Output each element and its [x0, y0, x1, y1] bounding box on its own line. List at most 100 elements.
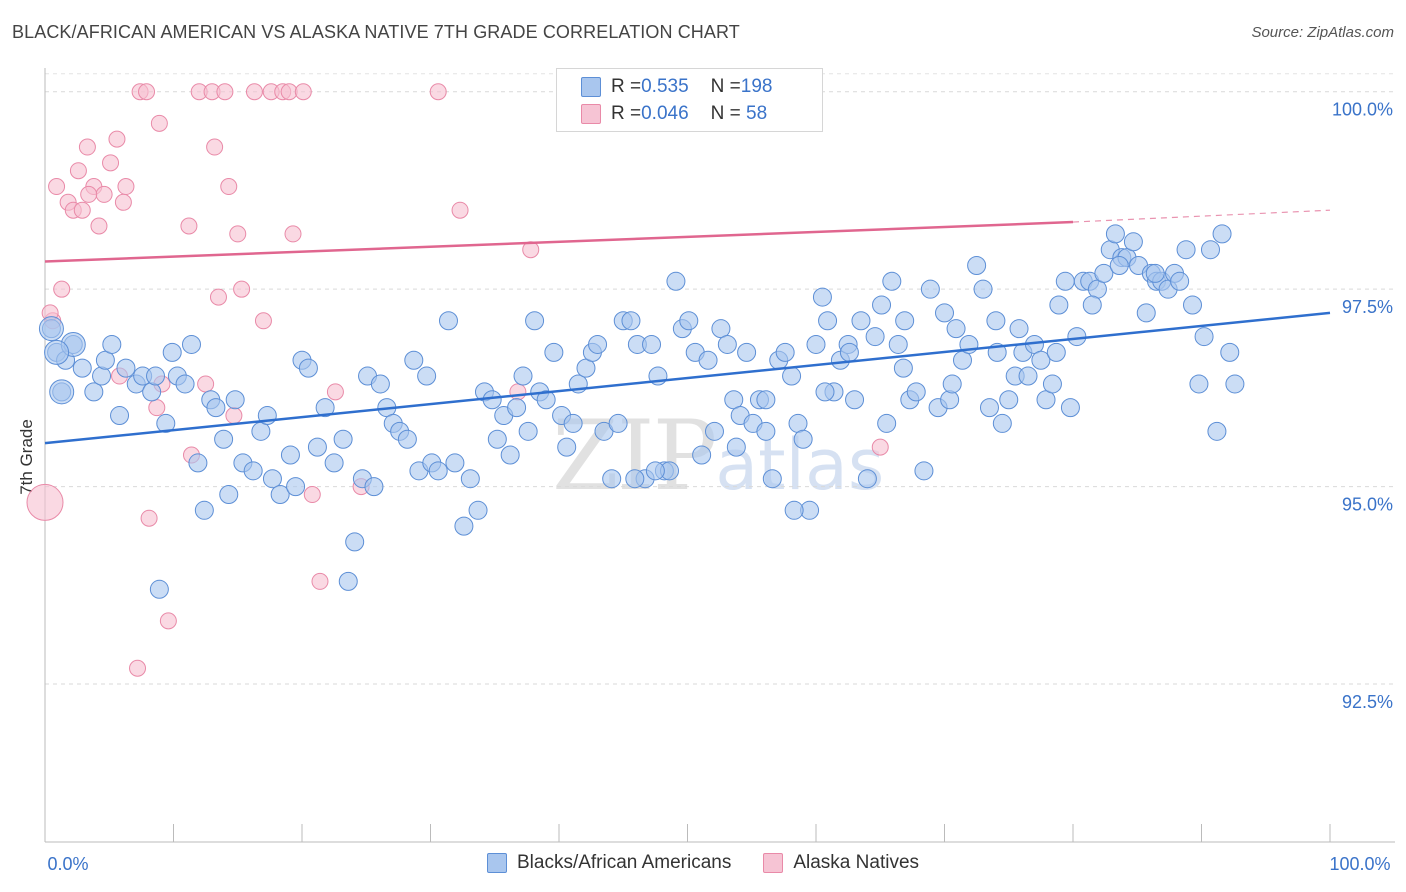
- alaska-point: [117, 178, 135, 196]
- alaska-point: [220, 178, 238, 196]
- blacks-point: [175, 374, 195, 394]
- blacks-point: [1105, 224, 1125, 244]
- blacks-point: [1094, 263, 1114, 283]
- alaska-trend-line: [44, 220, 1074, 263]
- legend-item-alaska: Alaska Natives: [763, 852, 919, 874]
- blacks-point: [845, 390, 865, 410]
- blacks-point: [645, 461, 665, 481]
- blacks-point: [370, 374, 390, 394]
- legend-row-alaska: R = 0.046 N = 58: [581, 101, 767, 127]
- blacks-point: [345, 532, 365, 552]
- blacks-point: [1189, 374, 1209, 394]
- blacks-point: [525, 311, 545, 331]
- alaska-point-large: [26, 483, 64, 521]
- blacks-point: [1170, 271, 1190, 291]
- blacks-point: [1212, 224, 1232, 244]
- blacks-point: [588, 334, 608, 354]
- blacks-point: [298, 358, 318, 378]
- blacks-point: [935, 303, 954, 323]
- alaska-point: [140, 509, 158, 527]
- legend-n-label: N =: [710, 76, 741, 97]
- legend-r-value: 0.535: [641, 76, 689, 97]
- blacks-point: [102, 334, 122, 354]
- blacks-point: [992, 413, 1012, 433]
- blacks-point: [793, 429, 813, 449]
- blacks-point: [536, 390, 556, 410]
- alaska-point: [229, 225, 247, 243]
- blacks-point: [986, 311, 1006, 331]
- blacks-point: [698, 350, 718, 370]
- alaska-point: [90, 217, 108, 235]
- blacks-point: [625, 469, 645, 489]
- blacks-point: [417, 366, 437, 386]
- alaska-point: [216, 83, 234, 101]
- blacks-point: [454, 516, 474, 536]
- blacks-point: [872, 295, 892, 315]
- blacks-point: [468, 500, 488, 520]
- legend-label: Blacks/African Americans: [516, 852, 732, 873]
- blacks-point: [608, 413, 628, 433]
- alaska-point: [197, 375, 215, 393]
- alaska-point: [233, 280, 251, 298]
- blacks-point: [181, 334, 201, 354]
- blacks-point: [865, 327, 885, 347]
- blacks-point: [315, 398, 335, 418]
- legend-n-label: N =: [710, 103, 741, 124]
- alaska-trend-extension: [1072, 209, 1331, 223]
- blacks-point: [782, 366, 802, 386]
- blacks-point: [704, 421, 724, 441]
- chart-title: BLACK/AFRICAN AMERICAN VS ALASKA NATIVE …: [12, 22, 740, 42]
- blacks-point: [149, 579, 169, 599]
- blacks-point: [1018, 366, 1038, 386]
- blacks-point: [914, 461, 934, 481]
- blacks-point: [438, 311, 458, 331]
- blacks-point: [110, 406, 130, 426]
- alaska-point: [73, 201, 91, 219]
- x-tick-label: 100.0%: [1329, 854, 1390, 874]
- blacks-point: [1067, 327, 1087, 347]
- blacks-point: [812, 287, 832, 307]
- blacks-point: [286, 477, 306, 497]
- x-tick-label: 0.0%: [47, 854, 88, 874]
- blacks-point: [784, 500, 804, 520]
- blacks-point: [666, 271, 686, 291]
- blacks-point: [775, 342, 795, 362]
- blacks-point: [544, 342, 564, 362]
- legend-swatch-blue: [581, 77, 601, 97]
- blacks-point: [967, 255, 987, 275]
- blacks-point: [895, 311, 915, 331]
- alaska-point: [326, 383, 344, 401]
- blacks-point: [194, 500, 214, 520]
- blacks-point: [1183, 295, 1203, 315]
- blacks-point: [262, 469, 282, 489]
- blacks-point: [214, 429, 234, 449]
- blacks-point: [188, 453, 208, 473]
- blacks-point: [692, 445, 712, 465]
- blacks-point: [1136, 303, 1156, 323]
- blacks-point-large: [38, 316, 64, 342]
- blacks-point: [84, 382, 104, 402]
- blacks-point: [762, 469, 782, 489]
- legend-swatch-blue: [486, 853, 507, 873]
- blacks-point: [364, 477, 384, 497]
- alaska-point: [159, 612, 177, 630]
- blacks-point: [1009, 319, 1029, 339]
- blacks-point: [818, 311, 838, 331]
- blacks-point: [940, 390, 960, 410]
- alaska-point: [80, 185, 98, 203]
- blacks-point: [460, 469, 480, 489]
- blacks-point: [482, 390, 502, 410]
- blacks-point: [888, 334, 908, 354]
- alaska-point: [114, 193, 132, 211]
- blacks-point: [428, 461, 448, 481]
- legend-row-blacks: R = 0.535 N = 198: [581, 74, 772, 100]
- blacks-point: [979, 398, 999, 418]
- blacks-point: [1176, 240, 1196, 260]
- alaska-point: [180, 217, 198, 235]
- blacks-point: [839, 342, 859, 362]
- blacks-point: [882, 271, 902, 291]
- y-axis-label: 7th Grade: [17, 419, 36, 495]
- alaska-point: [294, 83, 312, 101]
- blacks-point: [518, 421, 538, 441]
- legend-item-blacks: Blacks/African Americans: [486, 852, 732, 874]
